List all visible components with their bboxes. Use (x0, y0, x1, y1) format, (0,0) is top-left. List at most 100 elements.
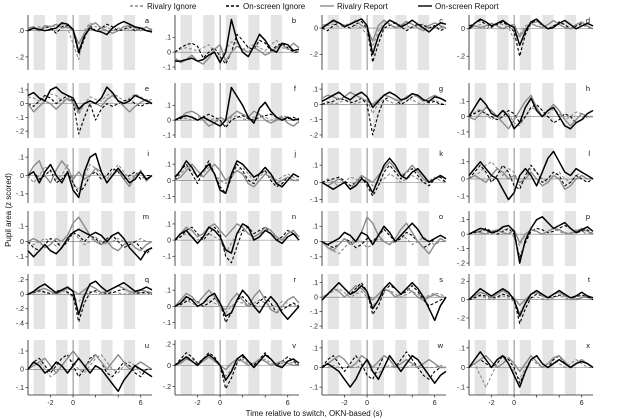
y-tick-label: -.1 (310, 385, 318, 392)
series-line-on-screen-report (174, 86, 300, 127)
panel-f: .1 0 -.1 f (163, 83, 300, 139)
series-line-on-screen-report (27, 152, 153, 199)
shaded-bin (33, 274, 45, 329)
series-line-on-screen-ignore (174, 352, 300, 390)
x-tick-label: 0 (218, 400, 222, 407)
panel-u: .1 0 -.1 -2 0 6 u (16, 340, 153, 407)
panel-q: .2 0 -.2 -.4 q (16, 274, 153, 329)
shaded-bin (123, 340, 136, 395)
series-line-rivalry-ignore (321, 287, 447, 307)
panel-c: 0 -.2 c (310, 15, 447, 70)
series-line-on-screen-report (468, 351, 594, 388)
panel-k: .1 0 -.1 k (310, 148, 447, 204)
shaded-bin (56, 340, 68, 395)
y-tick-label: 0 (461, 114, 465, 121)
series-line-on-screen-report (321, 91, 447, 109)
series-line-rivalry-ignore (468, 161, 594, 187)
panel-label: c (439, 16, 443, 25)
series-line-on-screen-report (27, 20, 153, 53)
series-line-on-screen-report (27, 357, 153, 393)
panel-e: .1 0 -.1 -.2 e (16, 83, 153, 138)
y-tick-label: .0 (18, 28, 24, 35)
shaded-bin (519, 15, 531, 70)
panel-o: .1 0 -.1 o (310, 211, 447, 266)
y-tick-label: 0 (314, 25, 318, 32)
series-line-rivalry-report (174, 42, 300, 65)
panel-h: .1 0 -.1 h (457, 83, 594, 138)
shaded-bin (395, 83, 407, 138)
series-line-rivalry-report (27, 350, 153, 374)
panel-v: .2 0 -.2 -2 0 6 v (163, 340, 300, 407)
shaded-bin (270, 83, 283, 138)
y-tick-label: -.4 (16, 321, 24, 328)
y-tick-label: -.2 (16, 129, 24, 136)
series-line-rivalry-ignore (174, 39, 300, 61)
y-tick-label: -.2 (457, 315, 465, 322)
shaded-bin (56, 83, 68, 138)
panel-j: .1 0 -.1 j (163, 148, 300, 203)
shaded-bin (101, 274, 113, 329)
y-tick-label: .2 (459, 279, 465, 286)
y-tick-label: .1 (165, 35, 171, 42)
shaded-bin (203, 83, 215, 138)
shaded-bin (497, 274, 509, 329)
panel-label: l (588, 149, 590, 158)
panel-label: u (145, 341, 149, 350)
legend-label-2: On-screen Ignore (243, 2, 306, 11)
series-line-rivalry-ignore (27, 92, 153, 116)
series-line-on-screen-report (468, 18, 594, 47)
series-line-on-screen-ignore (27, 288, 153, 323)
shaded-bin (33, 15, 45, 70)
series-line-on-screen-report (321, 354, 447, 388)
shaded-bin (225, 274, 237, 329)
legend-label-1: Rivalry Ignore (147, 2, 197, 11)
y-tick-label: -.2 (310, 324, 318, 331)
shaded-bin (101, 15, 113, 70)
y-tick-label: 0 (20, 239, 24, 246)
shaded-bin (417, 274, 430, 329)
panel-label: i (147, 149, 149, 158)
y-tick-label: 0 (314, 365, 318, 372)
shaded-bin (78, 340, 90, 395)
panel-label: n (292, 212, 296, 221)
series-line-rivalry-report (468, 167, 593, 190)
x-tick-label: 6 (286, 400, 290, 407)
panel-label: e (145, 84, 149, 93)
panel-label: k (439, 149, 443, 158)
panel-label: b (292, 16, 296, 25)
shaded-bin (372, 15, 384, 70)
shaded-bin (180, 83, 192, 138)
series-line-on-screen-ignore (174, 226, 300, 264)
y-tick-label: .1 (165, 162, 171, 169)
y-tick-label: -.2 (163, 384, 171, 391)
y-tick-label: 0 (461, 176, 465, 183)
series-line-on-screen-report (27, 86, 153, 110)
series-line-rivalry-ignore (174, 113, 300, 127)
series-line-rivalry-report (174, 110, 300, 127)
series-line-rivalry-ignore (27, 290, 153, 303)
y-tick-label: -.2 (310, 52, 318, 59)
shaded-bin (350, 148, 362, 203)
shaded-bin (564, 274, 577, 329)
y-tick-label: 0 (167, 178, 171, 185)
x-tick-label: 0 (365, 400, 369, 407)
panel-label: h (586, 84, 590, 93)
panel-s: .1 0 -.1 -.2 s (310, 274, 447, 331)
series-line-rivalry-ignore (27, 163, 153, 191)
y-tick-label: 0 (314, 102, 318, 109)
shaded-bin (417, 15, 430, 70)
series-line-on-screen-ignore (174, 33, 299, 65)
y-tick-label: -.1 (457, 129, 465, 136)
shaded-bin (33, 340, 45, 395)
y-tick-label: 0 (20, 101, 24, 108)
y-tick-label: 0 (461, 232, 465, 239)
x-tick-label: -2 (488, 400, 494, 407)
series-line-rivalry-report (321, 355, 446, 369)
series-line-on-screen-report (175, 18, 300, 64)
y-tick-label: 0 (314, 239, 318, 246)
shaded-bin (372, 83, 384, 138)
y-tick-label: 0 (20, 173, 24, 180)
shaded-bin (395, 15, 407, 70)
y-tick-label: .1 (18, 87, 24, 94)
series-line-on-screen-report (27, 228, 153, 261)
